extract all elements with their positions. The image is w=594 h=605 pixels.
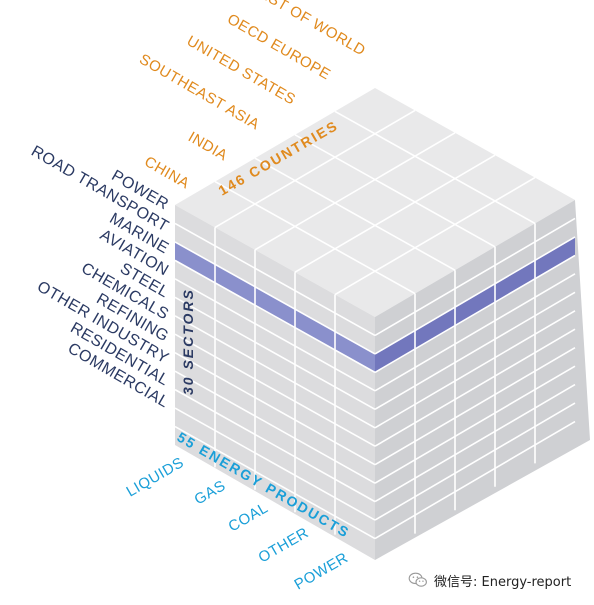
- cube-front-face: [175, 205, 375, 560]
- front-grid-line: [174, 278, 376, 392]
- right-grid-line: [374, 217, 576, 337]
- right-grid-line: [374, 254, 576, 374]
- right-grid-line: [374, 310, 576, 429]
- product-label-other: OTHER: [256, 524, 312, 566]
- highlighted-sector-front: [175, 241, 375, 373]
- cube: [174, 88, 590, 560]
- front-grid-line: [174, 241, 376, 355]
- top-grid-line: [214, 109, 416, 229]
- product-label-gas: GAS: [192, 477, 229, 508]
- front-grid-line: [174, 259, 376, 374]
- right-grid-line: [374, 402, 576, 521]
- front-grid-line: [174, 315, 376, 429]
- watermark-text: 微信号: Energy-report: [434, 574, 572, 590]
- top-grid-line: [294, 154, 496, 273]
- right-grid-line: [374, 291, 576, 410]
- right-grid-line: [374, 420, 576, 540]
- front-grid-line: [174, 425, 376, 540]
- right-grid-line: [374, 328, 576, 447]
- highlighted-sector-side: [375, 236, 575, 373]
- right-grid-line: [374, 236, 576, 355]
- product-label-power: POWER: [292, 549, 352, 593]
- front-grid-line: [174, 370, 376, 484]
- front-grid-line: [174, 351, 376, 466]
- front-grid-line: [174, 333, 376, 447]
- top-grid-line: [334, 110, 536, 225]
- product-label-coal: COAL: [226, 499, 272, 535]
- top-grid-line: [294, 134, 496, 248]
- front-grid-line: [174, 388, 376, 503]
- cube-top-face: [175, 88, 575, 317]
- top-grid-line: [254, 157, 456, 271]
- right-grid-line: [374, 347, 576, 466]
- front-grid-line: [174, 222, 376, 337]
- product-label-liquids: LIQUIDS: [124, 454, 188, 500]
- top-grid-line: [254, 132, 456, 251]
- sectors-dimension-label: 30 SECTORS: [180, 288, 196, 395]
- front-grid-line: [174, 296, 376, 411]
- watermark: 微信号: Energy-report: [408, 570, 571, 590]
- right-grid-line: [374, 273, 576, 392]
- sector-labels: POWER ROAD TRANSPORT MARINE AVIATION STE…: [28, 143, 171, 412]
- country-label-india: INDIA: [185, 128, 230, 164]
- wechat-icon: [408, 572, 427, 587]
- top-grid-line: [214, 180, 416, 295]
- right-grid-line: [374, 365, 576, 484]
- right-grid-line: [374, 383, 576, 503]
- top-grid-line: [334, 176, 536, 296]
- front-grid-line: [174, 407, 376, 521]
